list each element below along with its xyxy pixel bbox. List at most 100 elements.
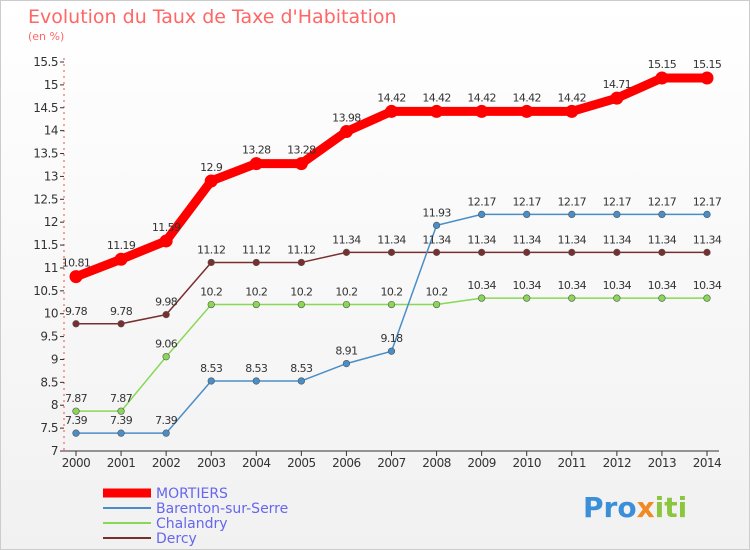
data-label: 8.53 bbox=[200, 362, 223, 375]
data-label: 10.34 bbox=[558, 279, 587, 292]
legend-label: Dercy bbox=[156, 531, 197, 547]
y-tick-label: 7.5 bbox=[40, 421, 58, 435]
y-tick-label: 13.5 bbox=[33, 147, 58, 161]
x-tick-label: 2005 bbox=[287, 456, 316, 470]
data-point bbox=[523, 294, 531, 302]
x-tick-label: 2011 bbox=[558, 456, 587, 470]
data-label: 11.34 bbox=[422, 233, 451, 246]
data-label: 12.17 bbox=[693, 195, 722, 208]
data-label: 10.2 bbox=[426, 286, 448, 299]
legend-label: Barenton-sur-Serre bbox=[156, 501, 288, 517]
data-point bbox=[430, 104, 444, 118]
data-label: 11.12 bbox=[287, 243, 316, 256]
data-point bbox=[117, 429, 125, 437]
value-labels: 10.81 11.19 11.59 12.9 13.28 13.28 13.98 14.42 1… bbox=[62, 58, 723, 427]
data-label: 7.39 bbox=[155, 414, 178, 427]
data-label: 12.17 bbox=[558, 195, 587, 208]
y-tick-label: 12.5 bbox=[33, 192, 58, 206]
data-label: 10.34 bbox=[603, 279, 632, 292]
data-label: 15.15 bbox=[693, 58, 722, 71]
data-point bbox=[432, 248, 441, 256]
data-label: 9.98 bbox=[155, 296, 178, 309]
data-label: 10.2 bbox=[290, 286, 312, 299]
data-point bbox=[658, 294, 666, 302]
data-label: 10.34 bbox=[693, 279, 722, 292]
x-tick-label: 2013 bbox=[648, 456, 677, 470]
data-label: 14.42 bbox=[467, 91, 496, 104]
data-label: 7.39 bbox=[110, 414, 133, 427]
data-point bbox=[613, 210, 621, 218]
data-point bbox=[117, 407, 125, 415]
y-tick-label: 9.5 bbox=[40, 330, 58, 344]
data-point bbox=[432, 221, 441, 229]
data-label: 8.53 bbox=[245, 362, 268, 375]
legend-label: MORTIERS bbox=[156, 486, 228, 502]
data-label: 11.93 bbox=[422, 206, 451, 219]
y-tick-label: 9 bbox=[51, 352, 58, 366]
data-label: 9.78 bbox=[110, 305, 133, 318]
data-point bbox=[297, 377, 305, 385]
data-point bbox=[72, 320, 80, 328]
x-tick-label: 2004 bbox=[242, 456, 271, 470]
data-label: 8.53 bbox=[290, 362, 313, 375]
x-tick-label: 2006 bbox=[332, 456, 361, 470]
data-label: 10.2 bbox=[380, 286, 402, 299]
data-point bbox=[342, 300, 351, 309]
data-label: 9.78 bbox=[65, 305, 88, 318]
data-point bbox=[703, 210, 711, 218]
data-label: 7.87 bbox=[65, 392, 88, 405]
data-point bbox=[523, 248, 531, 256]
y-tick-label: 15.5 bbox=[33, 55, 58, 69]
data-label: 14.42 bbox=[512, 91, 541, 104]
x-tick-label: 2009 bbox=[467, 456, 496, 470]
data-point bbox=[207, 300, 215, 309]
data-label: 12.17 bbox=[603, 195, 632, 208]
data-label: 10.2 bbox=[245, 286, 267, 299]
data-point bbox=[610, 91, 624, 105]
data-label: 12.17 bbox=[512, 195, 541, 208]
data-label: 7.87 bbox=[110, 392, 133, 405]
x-tick-label: 2002 bbox=[152, 456, 181, 470]
y-tick-label: 10 bbox=[44, 307, 58, 321]
data-point bbox=[72, 407, 80, 415]
y-tick-label: 11 bbox=[44, 261, 58, 275]
data-point bbox=[207, 258, 215, 267]
data-point bbox=[69, 270, 83, 284]
data-label: 10.2 bbox=[200, 286, 222, 299]
axes: 7 7.5 8 8.5 9 9.5 10 10.5 11 11.5 12 12.5 13 13.5 14 14… bbox=[33, 55, 721, 470]
x-tick-label: 2007 bbox=[377, 456, 406, 470]
data-label: 11.59 bbox=[152, 221, 181, 234]
proxiti-logo: Proxiti bbox=[583, 491, 687, 524]
data-label: 11.34 bbox=[377, 233, 406, 246]
data-point bbox=[703, 294, 711, 302]
data-label: 11.34 bbox=[467, 233, 496, 246]
data-label: 11.12 bbox=[197, 243, 226, 256]
data-point bbox=[117, 320, 125, 328]
data-point bbox=[204, 174, 218, 188]
data-label: 13.28 bbox=[242, 144, 271, 157]
data-point bbox=[478, 294, 486, 302]
data-label: 9.18 bbox=[380, 332, 403, 345]
data-label: 9.06 bbox=[155, 338, 178, 351]
data-point bbox=[252, 300, 260, 309]
data-point bbox=[700, 71, 714, 85]
data-point bbox=[159, 234, 173, 248]
data-point bbox=[568, 248, 576, 256]
y-tick-label: 15 bbox=[44, 78, 58, 92]
data-label: 15.15 bbox=[648, 58, 677, 71]
data-label: 12.17 bbox=[648, 195, 677, 208]
data-point bbox=[385, 104, 398, 118]
data-point bbox=[613, 248, 621, 256]
x-tick-label: 2003 bbox=[197, 456, 226, 470]
data-point bbox=[162, 429, 170, 437]
data-label: 11.34 bbox=[558, 233, 587, 246]
y-tick-label: 12 bbox=[44, 215, 58, 229]
data-point bbox=[568, 210, 576, 218]
x-tick-label: 2000 bbox=[62, 456, 91, 470]
y-tick-label: 8.5 bbox=[40, 375, 58, 389]
y-tick-label: 14.5 bbox=[33, 101, 58, 115]
legend-label: Chalandry bbox=[156, 516, 228, 532]
